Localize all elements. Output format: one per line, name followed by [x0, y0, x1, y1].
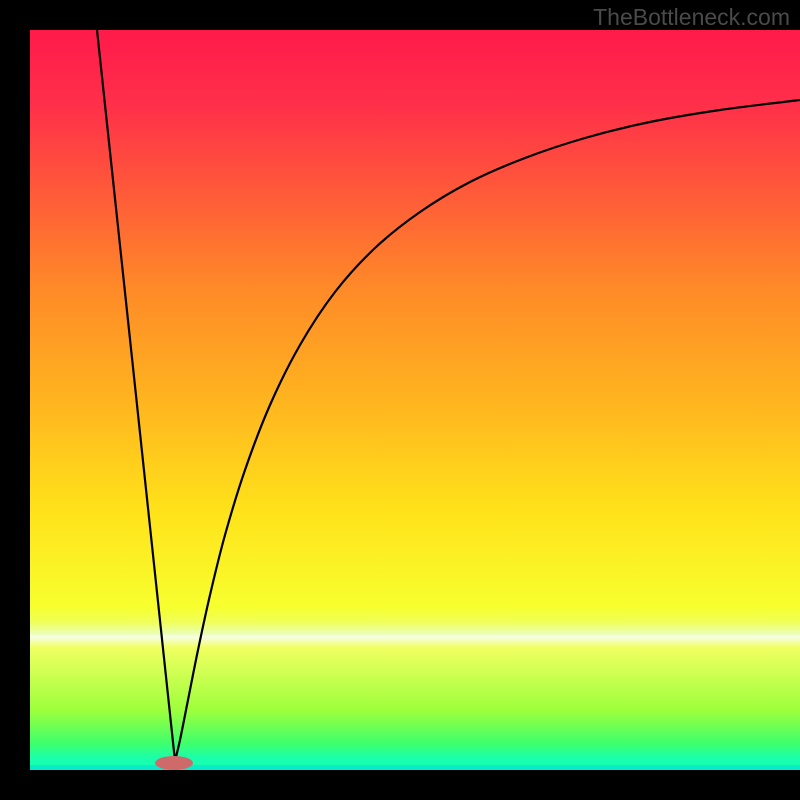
- curve-left-segment: [97, 30, 175, 761]
- curve-right-segment: [175, 100, 800, 761]
- chart-root: TheBottleneck.com: [0, 0, 800, 800]
- plot-area: [30, 30, 800, 770]
- watermark-text: TheBottleneck.com: [593, 4, 790, 31]
- curve-layer: [30, 30, 800, 770]
- minimum-marker: [155, 756, 193, 770]
